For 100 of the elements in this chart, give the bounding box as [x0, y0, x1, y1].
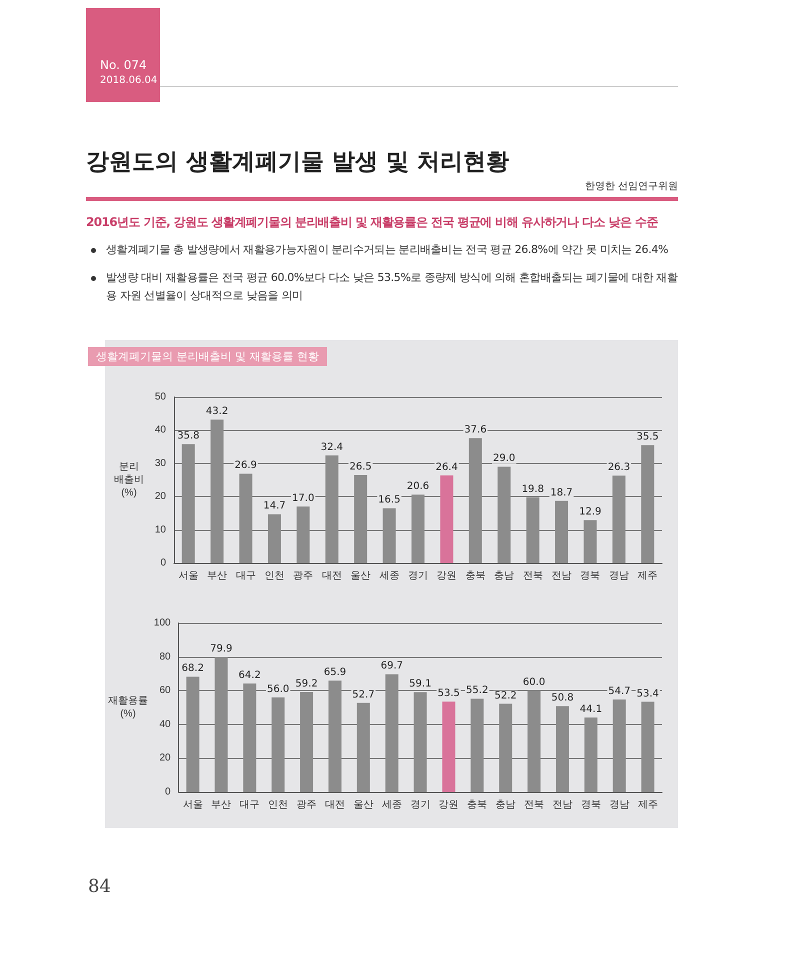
bar	[354, 475, 368, 563]
text: 생활계폐기물의 분리배출비 및 재활용률 현황	[88, 347, 327, 366]
x-tick-label: 충남	[494, 570, 514, 582]
y-tick-label: 0	[165, 786, 172, 798]
x-tick-label: 전북	[524, 800, 544, 810]
x-tick-label: 강원	[438, 800, 459, 810]
x-tick-label: 서울	[182, 800, 203, 810]
y-tick-label: 10	[154, 524, 166, 536]
x-tick-label: 대구	[236, 570, 256, 582]
x-tick-label: 전남	[552, 570, 572, 582]
y-tick-label: 50	[154, 392, 166, 402]
x-tick-label: 서울	[178, 570, 198, 582]
y-tick-label: 40	[159, 718, 172, 730]
x-tick-label: 경북	[580, 800, 601, 810]
text: 발생량 대비 재활용률은 전국 평균 60.0%보다 다소 낮은 53.5%로 종량제 방식에 의해 혼합배출되는 폐기물에 대한 재활용 자원 선별율이 상대적으로 낮음을 의미	[106, 270, 679, 304]
bar	[328, 680, 342, 792]
data-label: 79.9	[210, 643, 232, 654]
data-label: 26.5	[349, 462, 372, 473]
x-tick-label: 경남	[608, 570, 629, 582]
data-label: 56.0	[266, 684, 290, 695]
bar	[555, 500, 568, 563]
x-tick-label: 충북	[467, 800, 488, 810]
bar	[414, 692, 427, 792]
data-label: 26.4	[436, 462, 458, 473]
data-label: 35.8	[177, 430, 200, 442]
bar	[584, 520, 597, 563]
y-tick-label: 20	[154, 491, 166, 502]
bar	[214, 656, 228, 792]
y-tick-label: 20	[159, 752, 172, 764]
bar	[382, 508, 396, 563]
data-label: 14.7	[263, 500, 286, 512]
data-label: 53.4	[636, 688, 659, 700]
y-axis-title: 재활용률 (%)	[108, 696, 148, 720]
data-label: 59.1	[409, 678, 432, 690]
x-tick-label: 경기	[410, 800, 430, 810]
x-tick-label: 강원	[436, 570, 457, 582]
data-label: 50.8	[551, 692, 574, 704]
data-label: 35.5	[636, 432, 659, 443]
data-label: 26.3	[608, 462, 630, 474]
text: 84	[88, 876, 111, 897]
bar	[528, 690, 541, 792]
data-label: 32.4	[320, 442, 344, 453]
bar	[300, 692, 314, 792]
data-label: 37.6	[464, 424, 487, 436]
data-label: 19.8	[522, 484, 544, 495]
bar	[356, 702, 370, 792]
data-label: 52.7	[352, 689, 375, 700]
data-label: 65.9	[324, 667, 346, 678]
bar	[442, 702, 456, 792]
text: 한영한 선임연구위원	[584, 180, 678, 193]
data-label: 44.1	[580, 704, 602, 715]
bar	[612, 700, 626, 792]
x-tick-label: 울산	[350, 570, 371, 582]
x-tick-label: 경남	[609, 800, 630, 810]
data-label: 64.2	[238, 670, 261, 681]
x-tick-label: 부산	[207, 570, 228, 582]
data-label: 52.2	[494, 690, 517, 702]
data-label: 26.9	[234, 460, 257, 472]
data-label: 68.2	[182, 663, 204, 674]
bar	[239, 474, 252, 563]
x-tick-label: 제주	[638, 800, 658, 810]
chart-title: 강원도의 생활계폐기물 발생 및 처리현황	[86, 148, 510, 177]
x-tick-label: 울산	[353, 800, 374, 810]
bar	[612, 476, 626, 563]
text: 2018.06.04	[100, 75, 158, 86]
data-label: 43.2	[206, 406, 228, 418]
x-tick-label: 충북	[465, 570, 486, 582]
x-tick-label: 전남	[552, 800, 572, 810]
x-tick-label: 인천	[264, 570, 284, 582]
data-label: 60.0	[522, 677, 546, 688]
x-tick-label: 세종	[382, 800, 402, 810]
bar	[186, 676, 200, 792]
bar	[325, 455, 338, 563]
y-tick-label: 80	[159, 651, 172, 662]
data-label: 18.7	[550, 487, 573, 498]
chart-subtitle: 2016년도 기준, 강원도 생활계폐기물의 분리배출비 및 재활용률은 전국 평균에 비해 유사하거나 다소 낮은 수준	[86, 214, 658, 231]
x-tick-label: 광주	[293, 570, 314, 582]
data-label: 54.7	[608, 686, 630, 698]
text: 생활계폐기물 총 발생량에서 재활용가능자원이 분리수거되는 분리배출비는 전국 평균 26.8%에 약간 못 미치는 26.4%	[106, 242, 670, 258]
data-label: 55.2	[466, 685, 488, 696]
x-tick-label: 제주	[638, 570, 658, 582]
bar	[470, 698, 484, 792]
x-tick-label: 전북	[522, 570, 543, 582]
bar	[243, 684, 256, 792]
y-tick-label: 100	[154, 618, 172, 628]
bar	[556, 706, 569, 792]
bar	[272, 697, 285, 792]
data-label: 12.9	[579, 506, 602, 518]
x-tick-label: 인천	[268, 800, 288, 810]
x-tick-label: 광주	[296, 800, 317, 810]
bar	[440, 475, 454, 563]
data-label: 29.0	[492, 453, 516, 464]
x-tick-label: 경북	[580, 570, 600, 582]
bar	[468, 438, 482, 563]
y-tick-label: 40	[154, 424, 166, 436]
y-tick-label: 30	[154, 458, 166, 469]
bar	[526, 497, 540, 563]
x-tick-label: 세종	[379, 570, 400, 582]
x-tick-label: 대구	[240, 800, 260, 810]
y-tick-label: 0	[160, 558, 166, 568]
